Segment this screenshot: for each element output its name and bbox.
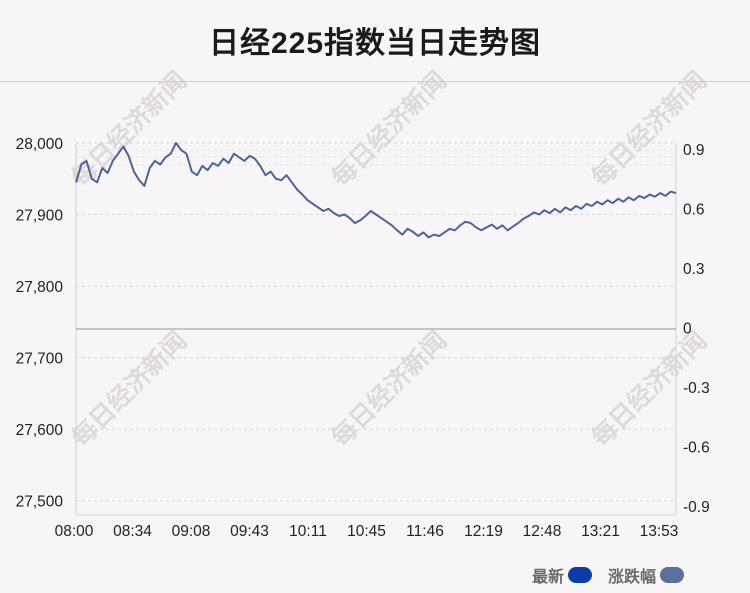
y-right-tick-label: 0 — [683, 321, 692, 338]
legend: 最新 涨跌幅 — [516, 563, 684, 587]
gridlines — [76, 142, 676, 502]
y-left-tick-label: 28,000 — [16, 136, 64, 153]
chart-title: 日经225指数当日走势图 — [208, 27, 542, 60]
x-tick-label: 08:34 — [113, 523, 152, 540]
watermark-text: 每日经济新闻 — [326, 66, 453, 193]
legend-swatch-change — [660, 567, 684, 583]
y-axis-left-labels: 28,000 27,900 27,800 27,700 27,600 27,500 — [16, 136, 64, 511]
x-tick-label: 10:45 — [347, 523, 386, 540]
watermark-text: 每日经济新闻 — [586, 66, 713, 193]
watermark-text: 每日经济新闻 — [66, 326, 193, 453]
y-right-tick-label: 0.6 — [683, 202, 705, 219]
x-tick-label: 10:11 — [289, 523, 327, 540]
title-divider — [0, 81, 750, 82]
legend-swatch-latest — [567, 567, 592, 583]
x-tick-label: 13:21 — [581, 523, 620, 540]
legend-item-latest[interactable]: 最新 — [532, 563, 592, 587]
x-tick-label: 12:19 — [464, 523, 503, 540]
y-right-tick-label: 0.9 — [683, 142, 705, 159]
y-right-tick-label: -0.9 — [683, 499, 710, 516]
y-left-tick-label: 27,500 — [16, 494, 64, 511]
x-tick-label: 11:46 — [406, 523, 444, 540]
y-axis-right-labels: 0.9 0.6 0.3 0 -0.3 -0.6 -0.9 — [683, 142, 710, 516]
x-tick-label: 12:48 — [523, 523, 562, 540]
watermark-text: 每日经济新闻 — [326, 326, 453, 453]
y-left-tick-label: 27,700 — [16, 351, 64, 368]
watermark-text: 每日经济新闻 — [66, 66, 193, 193]
x-tick-label: 08:00 — [55, 523, 94, 540]
series-lines — [75, 142, 677, 239]
x-axis-labels: 08:00 08:34 09:08 09:43 10:11 10:45 11:46 12:19… — [55, 523, 679, 540]
legend-item-change[interactable]: 涨跌幅 — [608, 563, 684, 587]
x-tick-label: 13:53 — [640, 523, 679, 540]
y-right-tick-label: -0.3 — [683, 380, 710, 397]
y-right-tick-label: 0.3 — [683, 261, 705, 278]
series-line-latest — [75, 142, 677, 239]
legend-label-change: 涨跌幅 — [607, 569, 656, 586]
legend-label-latest: 最新 — [531, 569, 564, 586]
y-left-tick-label: 27,900 — [16, 208, 64, 225]
x-tick-label: 09:43 — [230, 523, 269, 540]
x-tick-label: 09:08 — [172, 523, 211, 540]
y-right-tick-label: -0.6 — [683, 440, 710, 457]
y-left-tick-label: 27,600 — [16, 422, 64, 439]
y-left-tick-label: 27,800 — [16, 279, 64, 296]
axes — [75, 143, 677, 516]
